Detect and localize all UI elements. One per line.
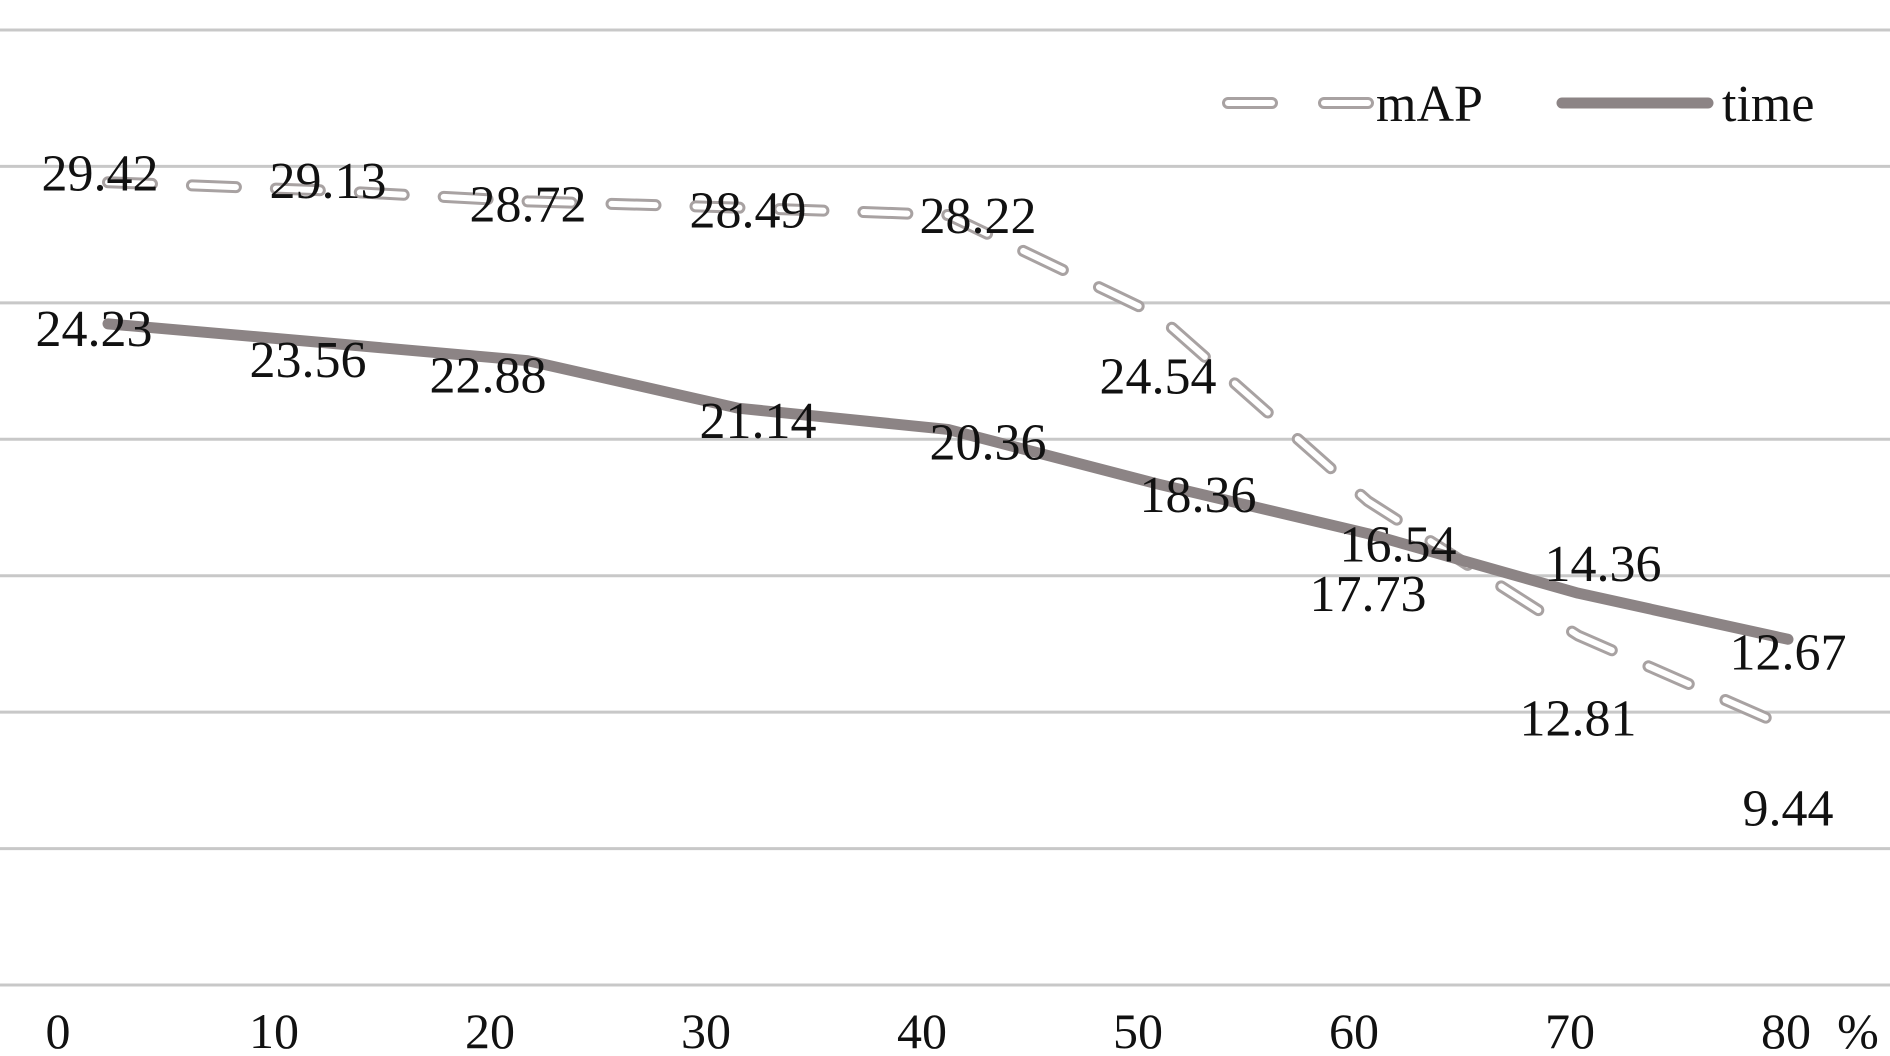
data-label-layer: 29.42 29.13 28.72 28.49 28.22 24.54 17.73 12.81… (36, 145, 1847, 837)
legend-label-mAP: mAP (1376, 76, 1483, 133)
data-label-map: 9.44 (1743, 780, 1834, 837)
x-tick-label: 10 (249, 1003, 299, 1056)
grid-layer (0, 28, 1890, 987)
legend-item-time: time (1556, 76, 1814, 133)
data-label-time: 23.56 (250, 332, 367, 389)
data-label-map: 17.73 (1310, 566, 1427, 623)
data-label-map: 29.42 (42, 145, 159, 202)
series-time-line (102, 318, 1794, 645)
x-tick-label: 40 (897, 1003, 947, 1056)
legend-label-time: time (1722, 76, 1814, 133)
x-axis: 0 10 20 30 40 50 60 70 80% (46, 1003, 1879, 1056)
data-label-time: 21.14 (700, 393, 817, 450)
data-label-map: 28.49 (690, 183, 807, 240)
data-label-time: 20.36 (930, 414, 1047, 471)
data-label-time: 22.88 (430, 348, 547, 405)
x-tick-label: 70 (1545, 1003, 1595, 1056)
data-label-map: 29.13 (270, 153, 387, 210)
legend: mAP time (1222, 76, 1814, 133)
data-label-time: 24.23 (36, 301, 153, 358)
data-label-time: 14.36 (1545, 536, 1662, 593)
x-tick-label: 60 (1329, 1003, 1379, 1056)
data-label-map: 24.54 (1100, 348, 1217, 405)
x-tick-label: 80 (1761, 1003, 1811, 1056)
data-label-map: 28.72 (470, 176, 587, 233)
x-tick-label: 0 (46, 1003, 71, 1056)
x-tick-label: 20 (465, 1003, 515, 1056)
data-label-time: 12.67 (1730, 624, 1847, 681)
x-tick-label: 30 (681, 1003, 731, 1056)
data-label-map: 28.22 (920, 188, 1037, 245)
data-label-map: 12.81 (1520, 690, 1637, 747)
series-map-line (102, 176, 1794, 734)
data-label-time: 18.36 (1140, 467, 1257, 524)
x-tick-label: 50 (1113, 1003, 1163, 1056)
x-unit-label: % (1837, 1003, 1879, 1056)
series-layer (102, 176, 1794, 734)
legend-item-mAP: mAP (1222, 76, 1483, 133)
data-label-time: 16.54 (1340, 517, 1457, 574)
